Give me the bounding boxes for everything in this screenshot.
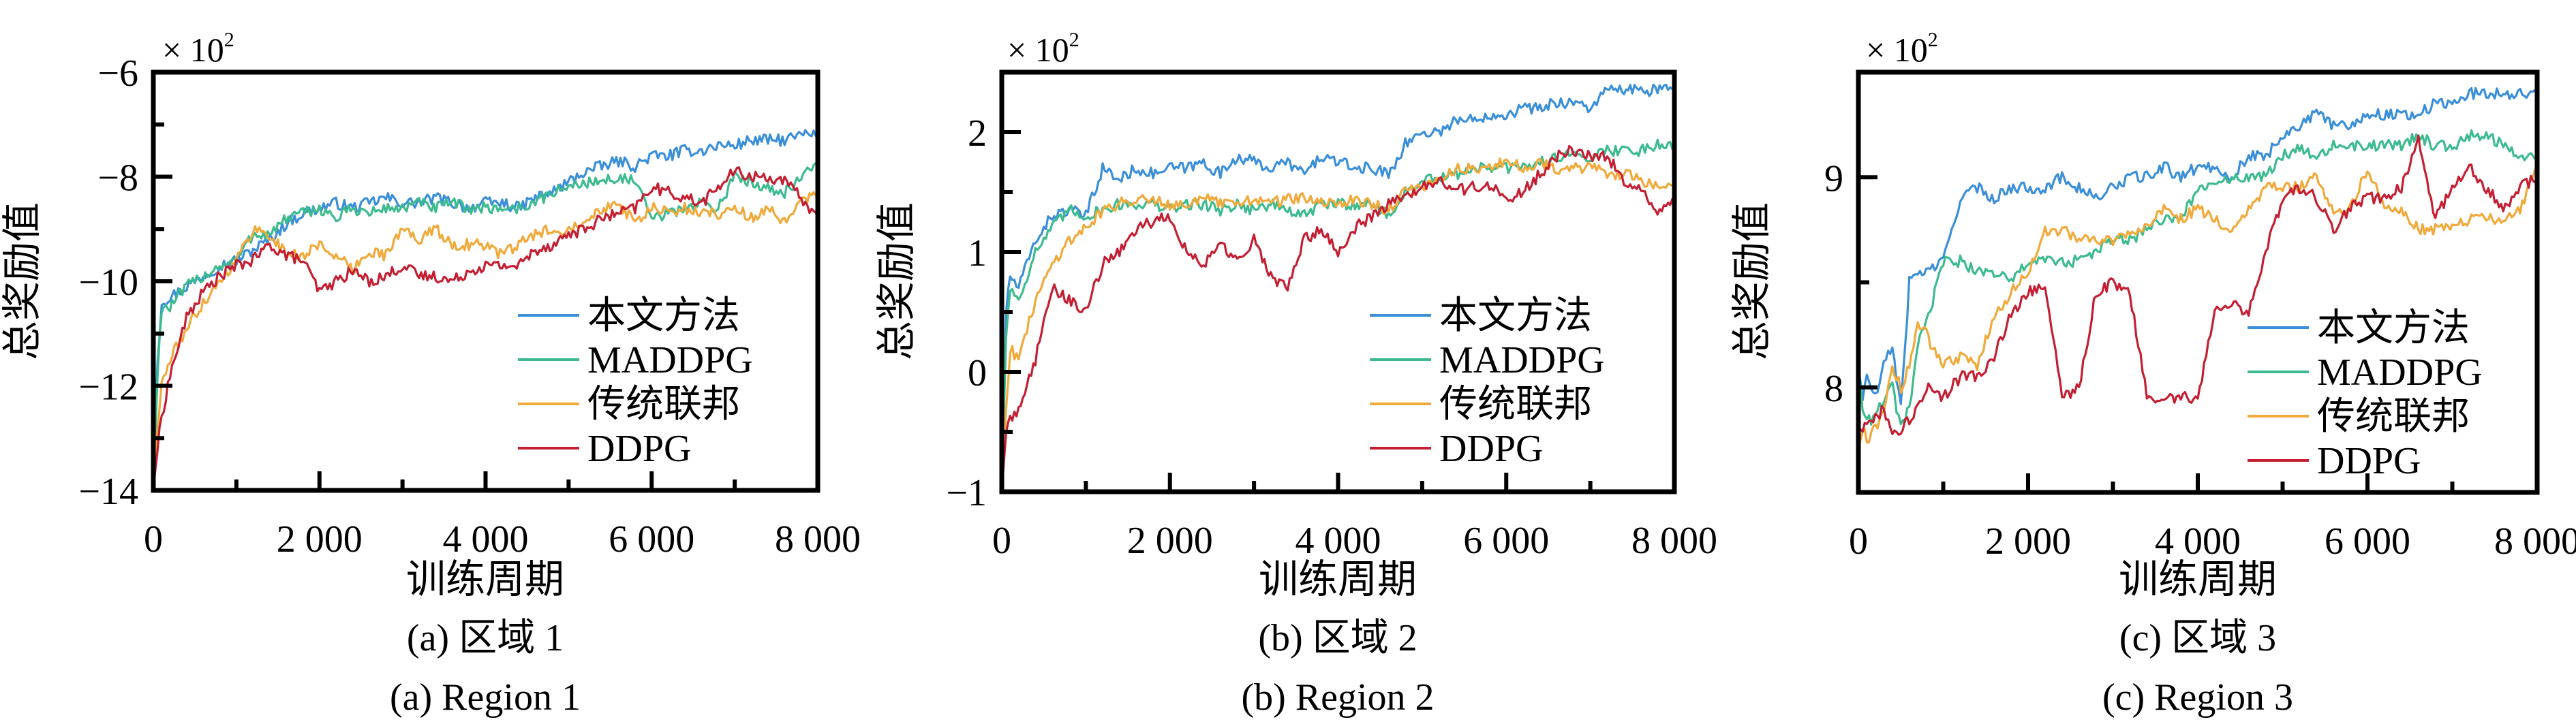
- legend-label-2: 传统联邦: [587, 383, 740, 426]
- y-multiplier: × 102: [1866, 29, 1938, 69]
- y-multiplier: × 102: [1007, 29, 1079, 69]
- y-tick-label: −12: [78, 366, 138, 409]
- series-line-3: [152, 166, 819, 491]
- caption-en: (a) Region 1: [390, 676, 581, 719]
- caption-cn: (c) 区域 3: [2119, 617, 2276, 659]
- legend-label-2: 传统联邦: [2317, 396, 2470, 438]
- series-line-0: [1000, 83, 1675, 492]
- series-line-0: [1857, 86, 2539, 406]
- x-tick-label: 6 000: [2325, 520, 2410, 563]
- y-axis-label: 总奖励值: [874, 202, 919, 360]
- x-tick-label: 6 000: [1463, 520, 1549, 562]
- x-tick-label: 4 000: [443, 518, 529, 561]
- y-tick-label: −8: [97, 157, 138, 200]
- series-line-1: [1857, 129, 2539, 426]
- series-line-3: [1858, 134, 2539, 436]
- x-tick-label: 0: [1849, 520, 1868, 563]
- caption-cn: (a) 区域 1: [407, 617, 564, 659]
- legend-label-1: MADDPG: [1439, 339, 1605, 381]
- series-line-0: [152, 129, 818, 491]
- x-tick-label: 4 000: [1295, 520, 1381, 562]
- y-tick-label: 0: [968, 352, 987, 394]
- y-tick-label: −10: [78, 262, 138, 304]
- axes-frame: [999, 69, 1677, 494]
- y-tick-label: −14: [78, 471, 138, 513]
- series-line-3: [1000, 144, 1676, 492]
- x-axis-label: 训练周期: [406, 557, 564, 601]
- legend-label-3: DDPG: [587, 428, 691, 470]
- x-tick-label: 2 000: [277, 518, 363, 561]
- legend-label-0: 本文方法: [2317, 307, 2470, 349]
- x-tick-label: 8 000: [775, 518, 861, 561]
- x-tick-label: 8 000: [1631, 520, 1717, 562]
- y-tick-label: −1: [946, 472, 987, 514]
- y-tick-label: 8: [1824, 368, 1843, 410]
- series-line-2: [1000, 157, 1675, 492]
- y-tick-label: 1: [968, 232, 987, 274]
- y-axis-label: 总奖励值: [0, 202, 44, 360]
- legend-label-3: DDPG: [2317, 440, 2421, 482]
- caption-cn: (b) 区域 2: [1258, 617, 1417, 659]
- series-line-2: [152, 191, 819, 491]
- series-line-1: [1000, 138, 1676, 492]
- caption-en: (b) Region 2: [1241, 676, 1434, 719]
- series-line-2: [1857, 166, 2539, 451]
- legend-label-1: MADDPG: [2317, 351, 2483, 394]
- y-tick-label: 2: [968, 112, 987, 155]
- x-tick-label: 6 000: [609, 518, 694, 561]
- y-tick-label: 9: [1824, 157, 1843, 200]
- x-tick-label: 2 000: [1127, 520, 1213, 562]
- y-multiplier: × 102: [162, 29, 234, 69]
- plot-area: 0 2 000 4 000 6 000 8 000 −14 −12 −10 −8 −6: [78, 52, 861, 561]
- legend-label-0: 本文方法: [1439, 295, 1592, 337]
- x-tick-label: 2 000: [1985, 520, 2071, 563]
- y-tick-label: −6: [97, 52, 138, 95]
- legend-label-1: MADDPG: [587, 339, 753, 381]
- x-tick-label: 0: [992, 520, 1011, 562]
- plot-area: 0 2 000 4 000 6 000 8 000 8 9: [1824, 69, 2576, 563]
- axes-frame: [151, 69, 821, 493]
- x-axis-label: 训练周期: [2119, 557, 2277, 601]
- legend-label-2: 传统联邦: [1439, 383, 1592, 426]
- x-tick-label: 0: [144, 518, 163, 561]
- y-axis-label: 总奖励值: [1730, 202, 1774, 360]
- caption-en: (c) Region 3: [2102, 676, 2293, 719]
- x-tick-label: 8 000: [2494, 520, 2576, 563]
- x-tick-label: 4 000: [2155, 520, 2241, 563]
- series-line-1: [152, 161, 819, 491]
- x-axis-label: 训练周期: [1259, 557, 1417, 601]
- panel-region-1: × 102 总奖励值 0 2 000 4 000 6 000 8 000 −14 −12 −1…: [0, 29, 861, 719]
- legend-label-0: 本文方法: [587, 295, 740, 337]
- legend-label-3: DDPG: [1439, 428, 1543, 470]
